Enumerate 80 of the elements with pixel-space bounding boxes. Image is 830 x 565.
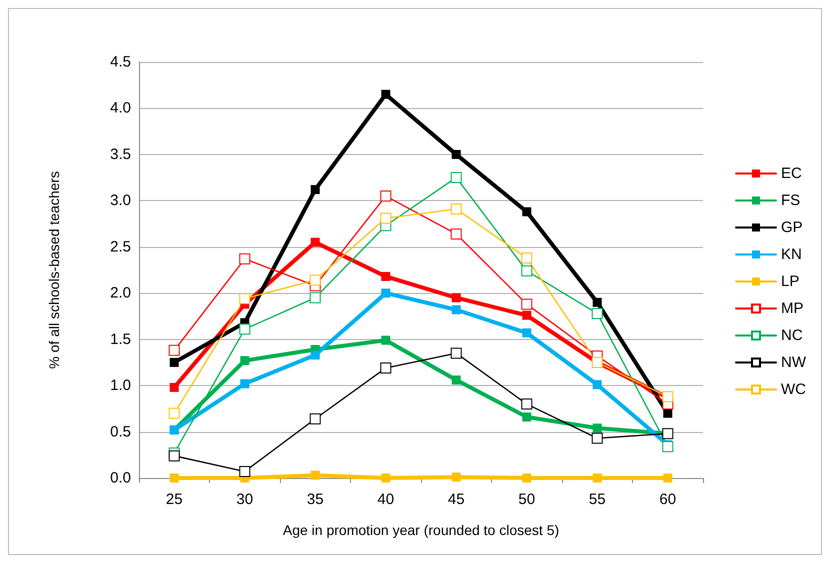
- point: [310, 274, 321, 286]
- legend-label: WC: [781, 381, 806, 398]
- point: [592, 474, 602, 482]
- point: [662, 441, 674, 452]
- point: [521, 252, 532, 264]
- point: [452, 305, 461, 314]
- point: [240, 356, 250, 366]
- point: [380, 212, 392, 224]
- point: [380, 190, 392, 202]
- point: [239, 253, 250, 264]
- y-tick-label: 3.5: [110, 146, 131, 163]
- point: [663, 474, 672, 482]
- point: [170, 358, 179, 367]
- y-axis-title: % of all schools-based teachers: [46, 171, 62, 369]
- point: [310, 470, 320, 480]
- x-tick-label: 40: [377, 491, 394, 508]
- y-tick-label: 1.5: [110, 330, 131, 348]
- point: [522, 207, 532, 216]
- x-tick-label: 30: [236, 491, 254, 508]
- point: [310, 185, 320, 194]
- point: [170, 382, 179, 392]
- point: [381, 288, 390, 298]
- point: [450, 228, 462, 240]
- x-tick-label: 60: [659, 491, 676, 508]
- point: [450, 172, 462, 184]
- point: [592, 432, 603, 444]
- point: [381, 474, 390, 482]
- y-tick-label: 2.0: [110, 284, 131, 302]
- legend-label: GP: [781, 219, 803, 236]
- point: [239, 324, 250, 335]
- point: [239, 466, 250, 478]
- point: [450, 348, 462, 359]
- x-axis-title: Age in promotion year (rounded to closest 5): [282, 522, 560, 538]
- x-tick-label: 45: [448, 491, 465, 508]
- point: [452, 472, 461, 482]
- y-tick-label: 3.0: [110, 192, 131, 210]
- point: [522, 310, 532, 320]
- point: [170, 474, 179, 482]
- point: [592, 424, 602, 433]
- legend-label: NW: [781, 354, 807, 371]
- legend-label: FS: [781, 192, 800, 209]
- point: [592, 308, 603, 319]
- y-tick-label: 4.0: [110, 100, 131, 117]
- legend-label: KN: [781, 246, 802, 263]
- y-tick-label: 0.5: [110, 423, 131, 440]
- point: [310, 413, 321, 424]
- point: [592, 380, 602, 390]
- point: [168, 344, 180, 356]
- point: [310, 238, 320, 247]
- point: [381, 90, 390, 99]
- point: [592, 298, 602, 307]
- point: [521, 265, 532, 276]
- x-tick-label: 25: [166, 491, 183, 508]
- point: [239, 293, 250, 304]
- point: [452, 376, 461, 385]
- legend-label: NC: [781, 327, 803, 344]
- point: [521, 298, 532, 310]
- point: [452, 150, 461, 159]
- legend-label: EC: [781, 165, 802, 182]
- y-tick-label: 4.5: [110, 54, 131, 70]
- point: [240, 379, 250, 388]
- point: [310, 292, 321, 304]
- y-tick-label: 1.0: [110, 377, 131, 394]
- y-tick-label: 0.0: [110, 470, 131, 486]
- point: [381, 272, 390, 281]
- point: [381, 336, 390, 345]
- point: [522, 474, 532, 482]
- point: [663, 408, 672, 418]
- legend-label: LP: [781, 273, 800, 290]
- point: [522, 412, 532, 422]
- point: [168, 408, 180, 419]
- x-tick-label: 50: [518, 491, 536, 508]
- point: [452, 293, 461, 302]
- x-tick-label: 55: [588, 491, 606, 508]
- x-tick-label: 35: [306, 491, 324, 508]
- point: [450, 203, 462, 214]
- point: [522, 328, 532, 338]
- legend-label: MP: [781, 300, 804, 317]
- point: [310, 350, 320, 360]
- y-tick-label: 2.5: [110, 238, 131, 256]
